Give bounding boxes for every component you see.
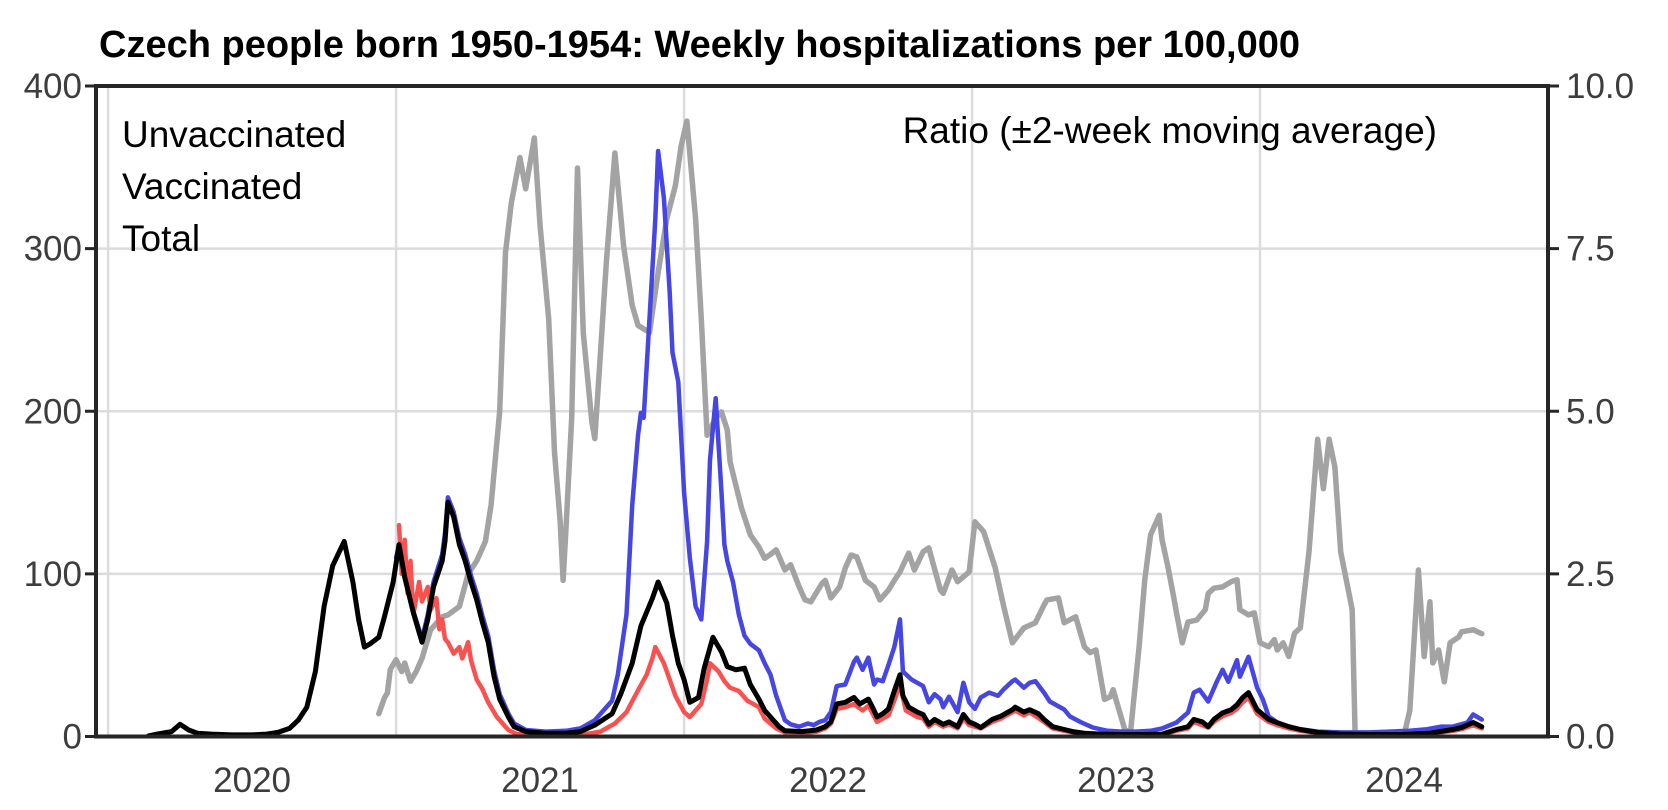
axis-left-label-100: 100	[24, 555, 82, 594]
legend-label-ratio: Ratio (±2-week moving average)	[903, 110, 1437, 151]
axis-right-label-10: 10.0	[1566, 67, 1634, 106]
legend-label-unvaccinated: Unvaccinated	[122, 114, 346, 155]
axis-left-label-0: 0	[63, 718, 82, 757]
axis-left-label-200: 200	[24, 392, 82, 431]
axis-x-label-2022: 2022	[789, 761, 867, 800]
series-line-ratio	[376, 118, 1485, 738]
axis-right-label-2.5: 2.5	[1566, 555, 1615, 594]
legend-label-total: Total	[122, 218, 200, 259]
axis-x-label-2023: 2023	[1077, 761, 1155, 800]
axis-left-label-300: 300	[24, 230, 82, 269]
legend-label-vaccinated: Vaccinated	[122, 166, 302, 207]
axis-x-label-2020: 2020	[213, 761, 291, 800]
axis-right-label-7.5: 7.5	[1566, 230, 1615, 269]
chart-title: Czech people born 1950-1954: Weekly hosp…	[99, 24, 1300, 66]
axis-right-label-0: 0.0	[1566, 718, 1615, 757]
axis-right-label-5: 5.0	[1566, 392, 1615, 431]
axis-x-label-2024: 2024	[1365, 761, 1443, 800]
axis-x-label-2021: 2021	[501, 761, 579, 800]
axis-left-label-400: 400	[24, 67, 82, 106]
series-line-total	[145, 499, 1485, 739]
